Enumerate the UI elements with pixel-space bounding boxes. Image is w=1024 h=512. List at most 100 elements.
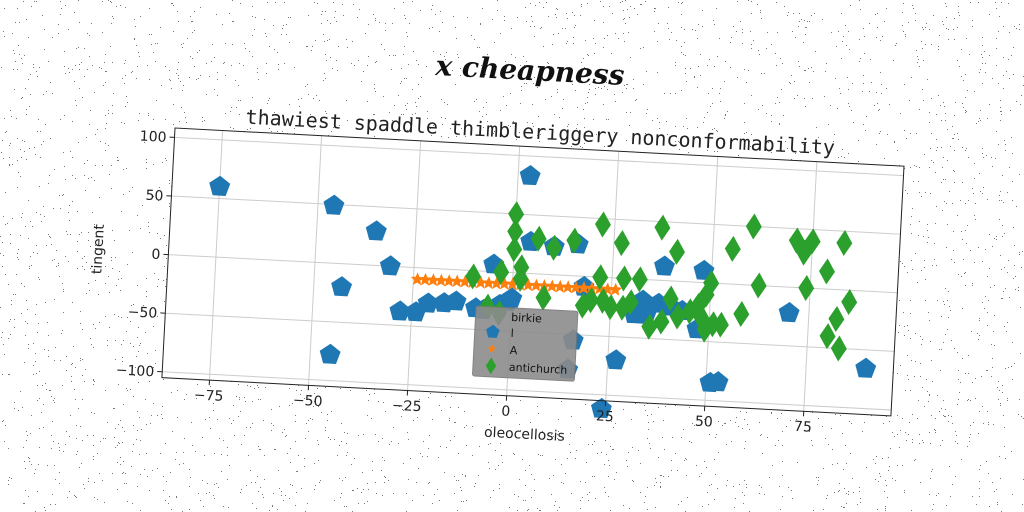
data-point (669, 303, 686, 330)
data-point (505, 277, 520, 291)
data-point (602, 294, 619, 321)
data-point (506, 236, 523, 263)
legend-label: A (509, 344, 518, 357)
x-gridline (407, 140, 422, 391)
data-point (389, 300, 411, 321)
y-gridline (162, 371, 892, 411)
data-point (819, 323, 836, 350)
data-point (836, 230, 853, 256)
data-point (583, 287, 600, 314)
data-point (434, 273, 448, 287)
data-point (632, 289, 654, 310)
data-point (323, 194, 345, 215)
x-gridline (308, 135, 323, 386)
data-point (712, 311, 729, 338)
x-tick-label: −50 (292, 393, 322, 411)
x-tick-label: 50 (695, 414, 714, 431)
data-point (209, 175, 231, 196)
data-point (519, 164, 541, 186)
data-point (501, 287, 523, 308)
legend-marker (487, 344, 497, 353)
data-point (498, 276, 512, 290)
data-point (750, 272, 767, 299)
y-tick-label: 0 (151, 247, 161, 263)
data-point (594, 211, 611, 238)
data-point (724, 235, 741, 262)
data-point (590, 397, 612, 419)
data-point (830, 335, 847, 362)
data-point (669, 238, 686, 265)
data-point (703, 270, 720, 297)
data-point (535, 284, 552, 311)
x-tick-label: 0 (501, 403, 511, 419)
legend-label: l (510, 327, 514, 340)
data-point (521, 278, 536, 292)
plot-group: −75 −50 −25 0 25 50 75 −100 −50 0 50 100 oleocellosi… (89, 105, 905, 445)
y-gridline (174, 136, 904, 177)
data-point (798, 275, 815, 301)
data-point (365, 220, 387, 241)
data-point (693, 304, 710, 331)
data-point (778, 302, 800, 323)
x-tick-label: 25 (595, 408, 614, 425)
data-point (654, 255, 675, 276)
plot-area (161, 128, 904, 416)
data-point (828, 305, 845, 332)
data-point (426, 273, 440, 287)
data-point (613, 230, 630, 257)
legend-marker (485, 357, 497, 375)
series-3 (465, 201, 858, 362)
x-tick-label: −25 (392, 398, 422, 416)
data-point (493, 259, 510, 286)
x-tick-label: 75 (794, 419, 813, 436)
legend-title: birkie (511, 311, 543, 326)
data-point (707, 371, 729, 392)
data-point (545, 279, 559, 293)
y-tick-label: −50 (127, 304, 157, 322)
data-point (641, 313, 658, 340)
data-point (841, 289, 858, 316)
data-point (662, 285, 679, 312)
data-point (450, 274, 464, 288)
data-point (508, 201, 525, 228)
data-point (507, 218, 524, 245)
data-point (546, 234, 563, 261)
data-point (561, 280, 575, 294)
data-point (445, 290, 467, 311)
data-point (733, 301, 750, 327)
data-point (442, 274, 456, 287)
data-point (569, 280, 583, 294)
data-point (592, 264, 609, 291)
data-point (654, 214, 671, 241)
y-tick-label: 50 (145, 188, 164, 205)
data-point (577, 281, 591, 295)
data-point (482, 276, 496, 290)
data-point (855, 357, 877, 378)
data-point (474, 275, 488, 289)
data-point (616, 265, 632, 292)
x-gridline (208, 130, 224, 381)
legend-box (472, 305, 579, 382)
data-point (530, 225, 547, 252)
data-point (319, 343, 341, 364)
data-point (417, 292, 439, 313)
data-point (605, 349, 627, 370)
data-point (804, 228, 821, 255)
legend-marker (486, 324, 500, 338)
data-point (553, 279, 567, 293)
data-point (818, 258, 835, 285)
y-axis-label: tingent (89, 223, 108, 274)
data-point (512, 265, 529, 292)
x-tick-label: −75 (193, 387, 223, 405)
data-point (418, 272, 433, 286)
data-point (594, 287, 611, 314)
data-point (653, 308, 670, 335)
data-point (529, 278, 543, 292)
data-point (566, 227, 583, 254)
x-axis-label: oleocellosis (484, 425, 566, 445)
legend-label: antichurch (509, 361, 568, 377)
y-gridline (168, 254, 898, 294)
data-point (745, 213, 762, 240)
